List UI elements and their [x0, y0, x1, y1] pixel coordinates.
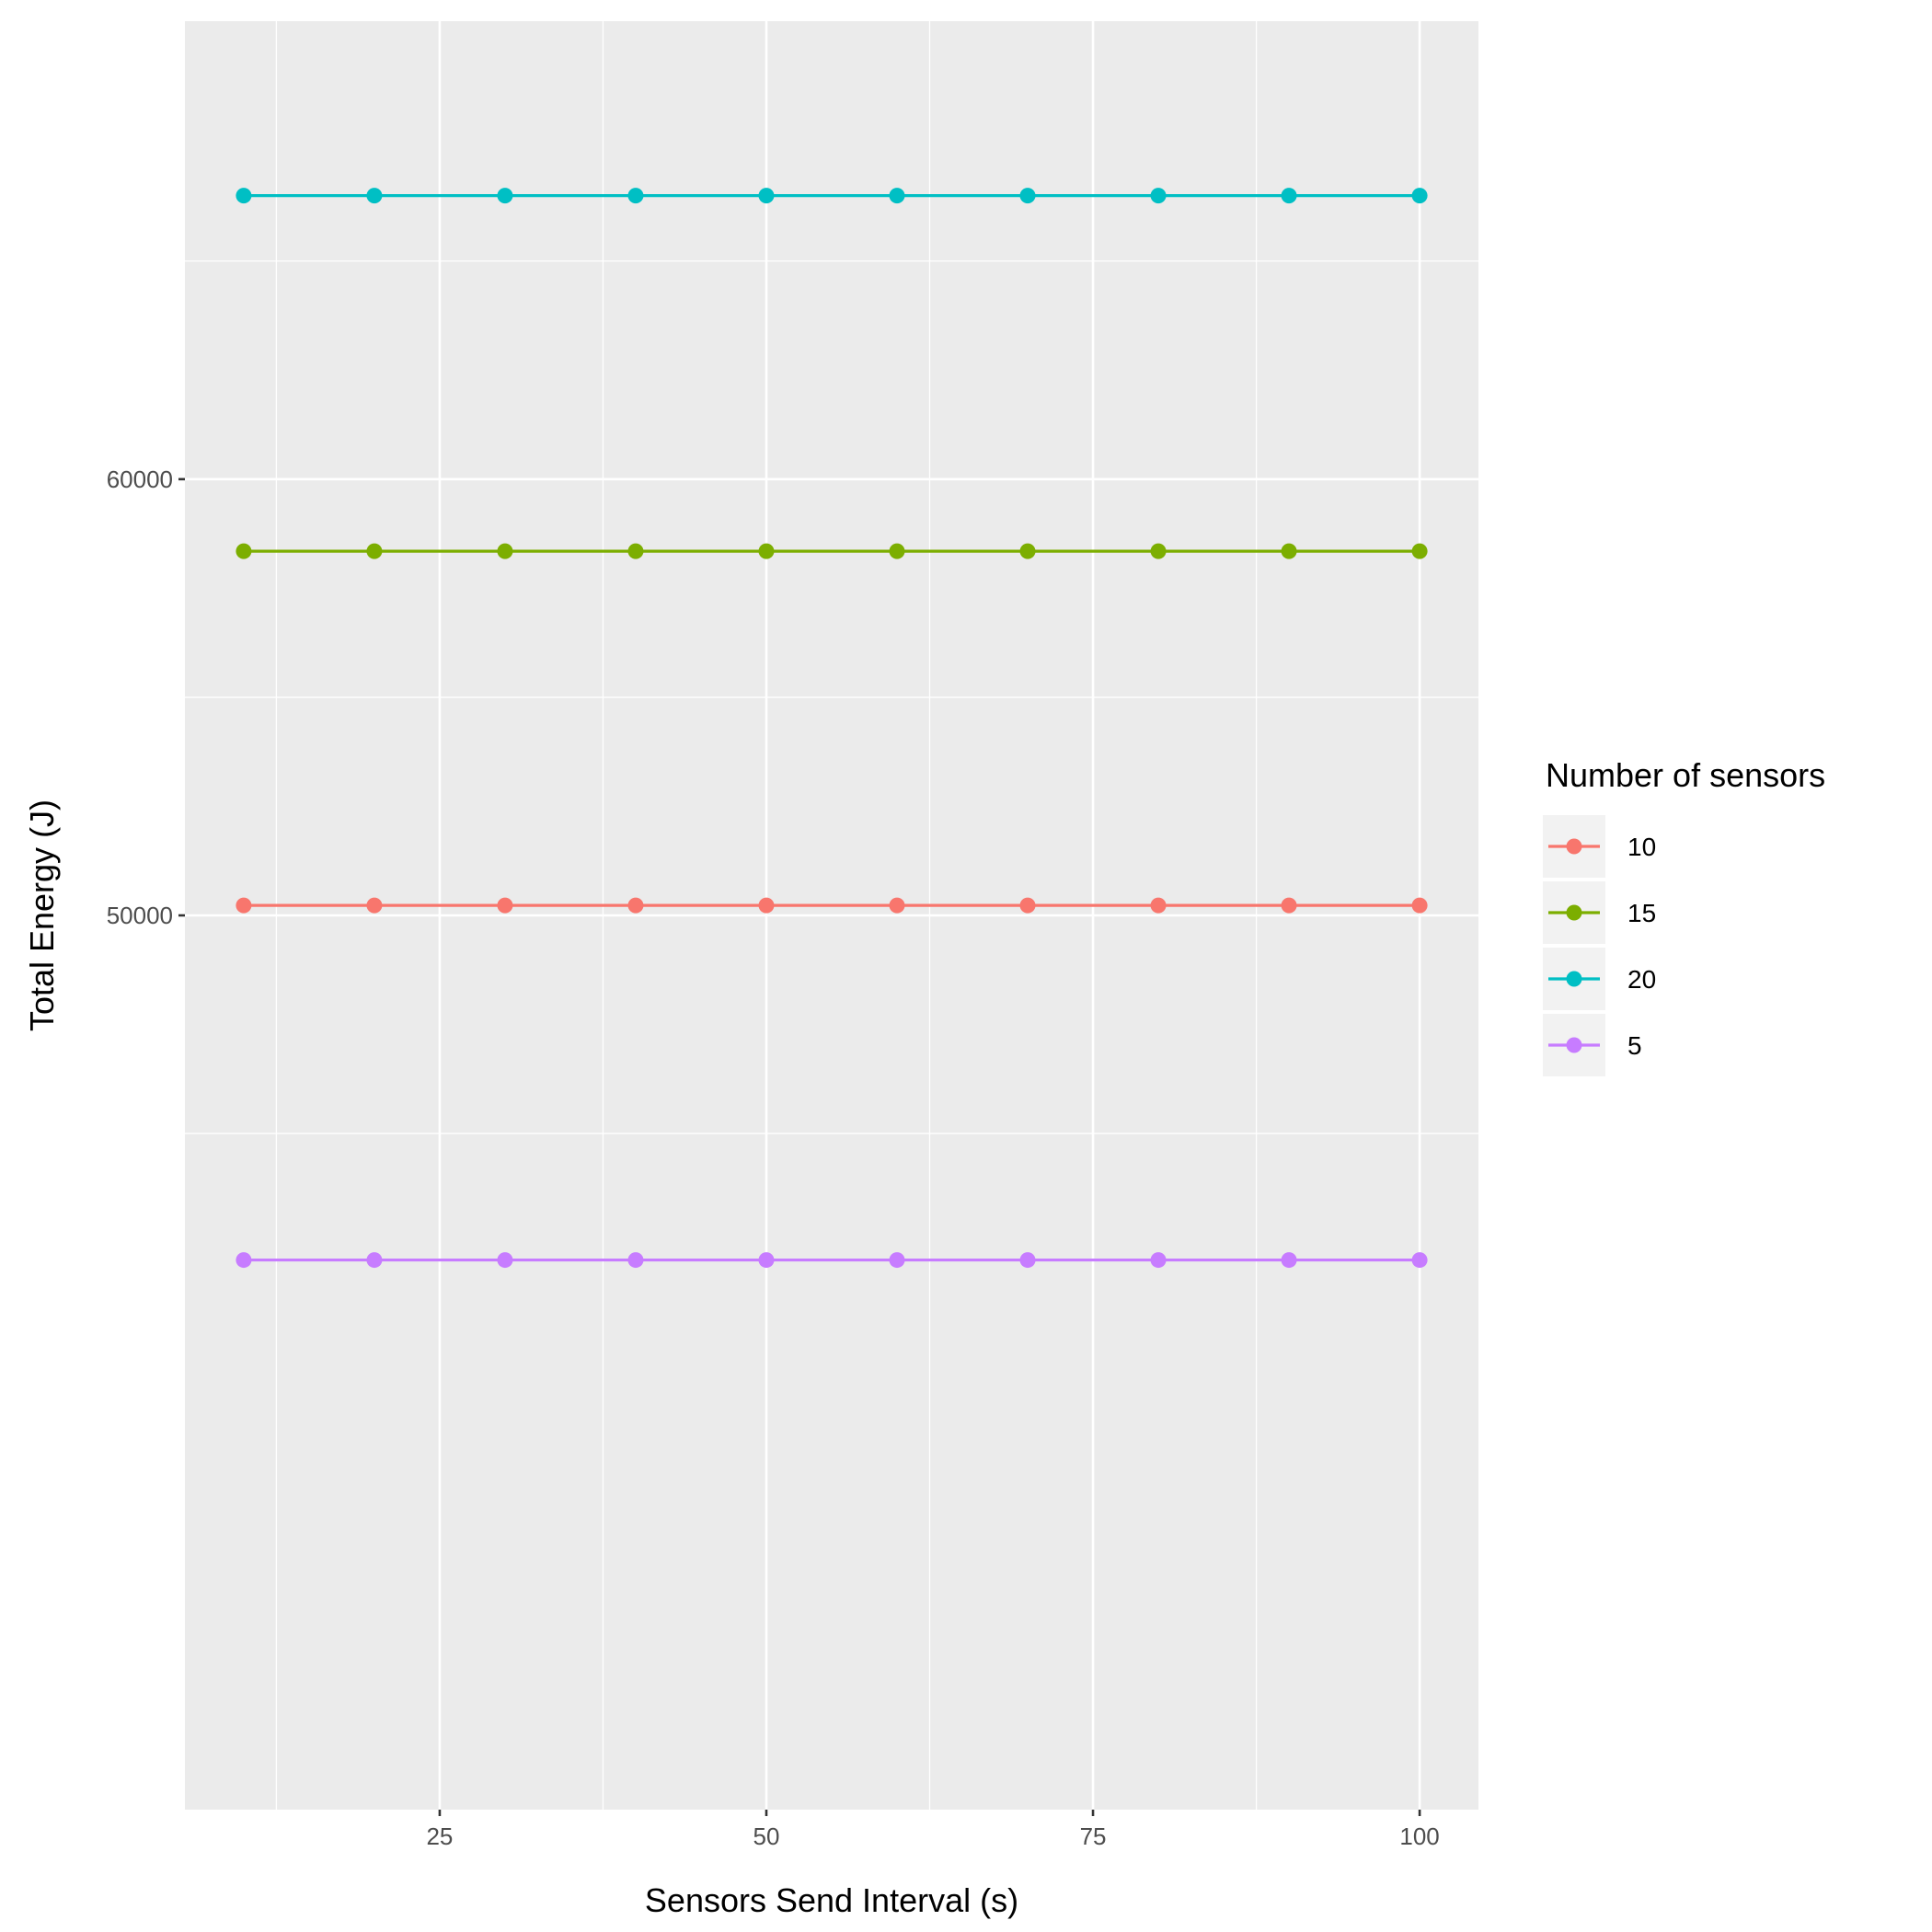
y-tick-label: 50000 [107, 902, 173, 929]
legend-label: 20 [1627, 965, 1656, 994]
legend-item-10: 10 [1543, 815, 1656, 878]
data-point-15 [366, 543, 383, 559]
data-point-15 [236, 543, 252, 559]
x-tick-label: 25 [426, 1823, 453, 1850]
data-point-15 [889, 543, 905, 559]
legend-key-point [1566, 838, 1582, 855]
data-point-10 [889, 897, 905, 914]
legend-item-15: 15 [1543, 881, 1656, 944]
data-point-5 [1411, 1252, 1428, 1269]
legend-label: 10 [1627, 833, 1656, 861]
data-point-20 [758, 188, 775, 204]
series-layer [236, 188, 1428, 1269]
data-point-20 [889, 188, 905, 204]
data-point-20 [1281, 188, 1297, 204]
legend-key-point [1566, 904, 1582, 921]
legend-label: 15 [1627, 899, 1656, 927]
x-tick-label: 75 [1080, 1823, 1107, 1850]
data-point-5 [1019, 1252, 1036, 1269]
data-point-15 [1019, 543, 1036, 559]
data-point-10 [236, 897, 252, 914]
legend-key-point [1566, 1037, 1582, 1053]
data-point-10 [1150, 897, 1167, 914]
data-point-5 [497, 1252, 513, 1269]
legend-item-5: 5 [1543, 1014, 1642, 1076]
y-axis-title: Total Energy (J) [23, 799, 61, 1031]
data-point-5 [236, 1252, 252, 1269]
data-point-15 [1150, 543, 1167, 559]
data-point-20 [497, 188, 513, 204]
legend: Number of sensors 10 15 20 5 [1543, 756, 1825, 1076]
data-point-15 [1281, 543, 1297, 559]
x-axis-title: Sensors Send Interval (s) [645, 1881, 1018, 1919]
data-point-5 [627, 1252, 644, 1269]
data-point-10 [497, 897, 513, 914]
data-point-5 [889, 1252, 905, 1269]
data-point-20 [1019, 188, 1036, 204]
data-point-15 [497, 543, 513, 559]
data-point-15 [627, 543, 644, 559]
data-point-20 [1411, 188, 1428, 204]
data-point-20 [627, 188, 644, 204]
y-tick-labels: 50000 60000 [107, 466, 173, 929]
data-point-15 [1411, 543, 1428, 559]
data-point-20 [236, 188, 252, 204]
x-tick-label: 100 [1399, 1823, 1439, 1850]
data-point-20 [1150, 188, 1167, 204]
major-gridlines [185, 21, 1478, 1810]
x-tick-label: 50 [753, 1823, 780, 1850]
data-point-10 [758, 897, 775, 914]
data-point-15 [758, 543, 775, 559]
y-tick-label: 60000 [107, 466, 173, 493]
legend-item-20: 20 [1543, 948, 1656, 1010]
data-point-10 [1019, 897, 1036, 914]
data-point-5 [1150, 1252, 1167, 1269]
x-tick-labels: 25 50 75 100 [426, 1823, 1439, 1850]
data-point-10 [1281, 897, 1297, 914]
data-point-5 [1281, 1252, 1297, 1269]
data-point-5 [366, 1252, 383, 1269]
data-point-20 [366, 188, 383, 204]
legend-key-point [1566, 971, 1582, 987]
data-point-5 [758, 1252, 775, 1269]
data-point-10 [1411, 897, 1428, 914]
axis-ticks [178, 477, 1421, 1816]
data-point-10 [627, 897, 644, 914]
data-point-10 [366, 897, 383, 914]
legend-label: 5 [1627, 1031, 1642, 1060]
legend-title: Number of sensors [1546, 756, 1825, 794]
